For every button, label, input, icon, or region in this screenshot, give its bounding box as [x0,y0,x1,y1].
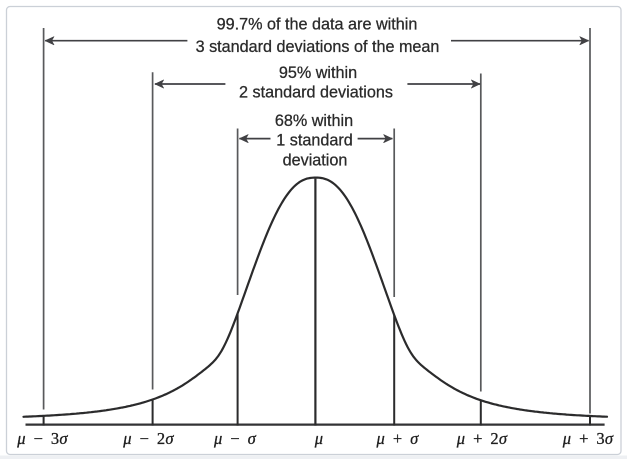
svg-text:μ − 3σ: μ − 3σ [16,429,68,448]
svg-text:μ − 2σ: μ − 2σ [122,429,174,448]
svg-text:deviation: deviation [283,151,348,169]
svg-text:μ + σ: μ + σ [376,429,420,448]
svg-text:99.7% of the data are within: 99.7% of the data are within [217,16,418,34]
svg-text:95% within: 95% within [279,64,357,82]
svg-text:μ + 3σ: μ + 3σ [562,429,614,448]
svg-text:μ + 2σ: μ + 2σ [456,429,508,448]
svg-text:68% within: 68% within [275,112,353,130]
svg-text:1 standard: 1 standard [276,132,353,150]
svg-text:2 standard deviations: 2 standard deviations [239,84,393,102]
svg-text:μ − σ: μ − σ [213,429,257,448]
svg-text:3 standard deviations of the m: 3 standard deviations of the mean [196,38,440,56]
svg-text:μ: μ [314,429,323,448]
